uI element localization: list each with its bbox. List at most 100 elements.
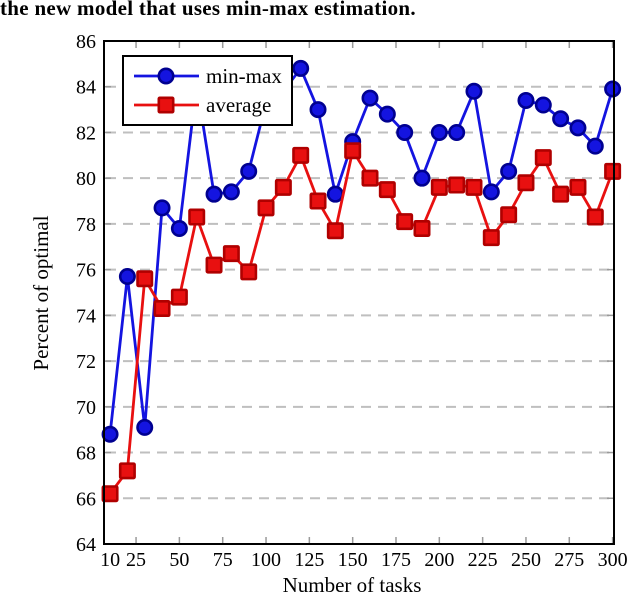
data-point-average — [604, 162, 622, 180]
data-point-average — [326, 222, 344, 240]
data-point-average — [274, 178, 292, 196]
data-point-average — [396, 213, 414, 231]
data-point-average — [222, 245, 240, 263]
legend-entry-min-max: min-max — [134, 64, 282, 88]
legend: min-max average — [122, 55, 293, 126]
x-tick-label: 200 — [424, 549, 454, 571]
data-point-min-max — [448, 123, 466, 141]
data-point-average — [378, 181, 396, 199]
data-point-min-max — [465, 82, 483, 100]
x-tick-label: 100 — [251, 549, 281, 571]
data-point-average — [465, 178, 483, 196]
data-point-average — [448, 176, 466, 194]
x-tick-label: 275 — [554, 549, 584, 571]
y-axis-title: Percent of optimal — [29, 215, 53, 370]
data-point-min-max — [413, 169, 431, 187]
y-tick-label: 82 — [76, 122, 96, 144]
x-tick-label: 125 — [294, 549, 324, 571]
data-point-average — [240, 263, 258, 281]
plot-series — [101, 59, 622, 503]
data-point-average — [344, 142, 362, 160]
data-point-min-max — [500, 162, 518, 180]
data-point-min-max — [378, 105, 396, 123]
data-point-average — [257, 199, 275, 217]
x-tick-label: 10 — [100, 549, 120, 571]
data-point-average — [413, 219, 431, 237]
data-point-average — [205, 256, 223, 274]
y-tick-label: 76 — [76, 260, 96, 282]
data-point-min-max — [170, 219, 188, 237]
data-point-average — [482, 229, 500, 247]
x-axis-title: Number of tasks — [283, 573, 422, 597]
data-point-average — [500, 206, 518, 224]
data-point-min-max — [430, 123, 448, 141]
data-point-min-max — [517, 91, 535, 109]
plot-frame — [103, 40, 615, 545]
y-tick-label: 72 — [76, 351, 96, 373]
legend-label-min-max: min-max — [206, 64, 282, 88]
legend-marker-square — [157, 96, 175, 114]
data-point-min-max — [534, 96, 552, 114]
data-point-min-max — [586, 137, 604, 155]
x-tick-label: 50 — [169, 549, 189, 571]
data-point-average — [309, 192, 327, 210]
x-tick-label: 175 — [381, 549, 411, 571]
legend-box — [122, 55, 293, 126]
data-point-min-max — [309, 101, 327, 119]
data-point-average — [517, 174, 535, 192]
x-tick-label: 150 — [338, 549, 368, 571]
data-point-average — [534, 149, 552, 167]
data-point-min-max — [604, 80, 622, 98]
series-average — [101, 142, 622, 503]
x-tick-label: 225 — [468, 549, 498, 571]
data-point-min-max — [552, 110, 570, 128]
data-point-average — [430, 178, 448, 196]
y-tick-label: 86 — [76, 31, 96, 53]
data-point-min-max — [101, 425, 119, 443]
data-point-min-max — [482, 183, 500, 201]
y-tick-label: 64 — [76, 534, 96, 556]
data-point-average — [552, 185, 570, 203]
data-point-min-max — [396, 123, 414, 141]
data-point-average — [136, 270, 154, 288]
y-tick-label: 84 — [76, 77, 96, 99]
data-point-min-max — [118, 267, 136, 285]
data-point-average — [170, 288, 188, 306]
data-point-average — [101, 485, 119, 503]
data-point-min-max — [205, 185, 223, 203]
legend-marker-circle — [157, 67, 175, 85]
y-tick-label: 68 — [76, 443, 96, 465]
data-point-average — [188, 208, 206, 226]
x-tick-label: 300 — [598, 549, 628, 571]
data-point-average — [118, 462, 136, 480]
data-point-min-max — [222, 183, 240, 201]
x-tick-label: 250 — [511, 549, 541, 571]
x-tick-label: 75 — [213, 549, 233, 571]
data-point-average — [586, 208, 604, 226]
figure-caption: the new model that uses min-max estimati… — [0, 0, 416, 20]
series-line-average — [108, 149, 614, 495]
axis-ticks — [104, 41, 614, 544]
y-tick-label: 78 — [76, 214, 96, 236]
data-point-min-max — [361, 89, 379, 107]
y-tick-label: 70 — [76, 397, 96, 419]
data-point-min-max — [326, 185, 344, 203]
y-tick-label: 80 — [76, 168, 96, 190]
y-tick-label: 74 — [76, 305, 96, 327]
data-point-min-max — [240, 162, 258, 180]
y-tick-labels: 64 66 68 70 72 74 76 78 80 82 84 86 — [76, 31, 96, 556]
y-tick-label: 66 — [76, 488, 96, 510]
data-point-average — [361, 169, 379, 187]
x-tick-labels: 10 25 50 75 100 125 150 175 200 225 250 275 300 — [100, 549, 628, 571]
data-point-average — [292, 146, 310, 164]
data-point-average — [569, 178, 587, 196]
data-point-min-max — [136, 418, 154, 436]
data-point-average — [153, 300, 171, 318]
legend-label-average: average — [206, 93, 271, 117]
x-tick-label: 25 — [126, 549, 146, 571]
legend-entry-average: average — [134, 93, 271, 117]
data-point-min-max — [153, 199, 171, 217]
data-point-min-max — [569, 119, 587, 137]
